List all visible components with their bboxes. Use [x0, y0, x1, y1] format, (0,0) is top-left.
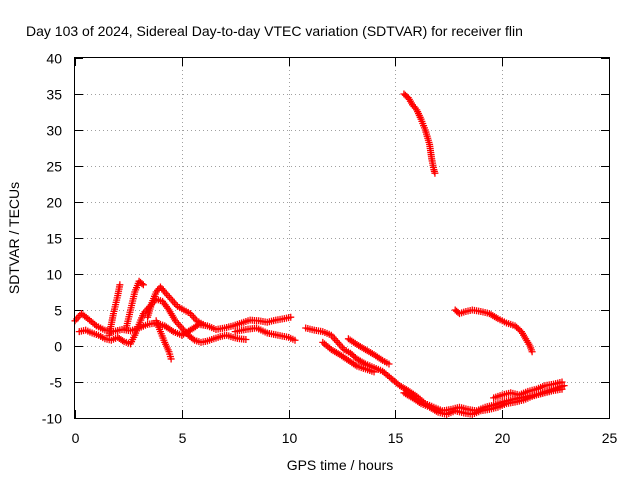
data-point: [287, 313, 295, 321]
series-track-2: [75, 295, 250, 348]
series-track-3: [105, 281, 124, 339]
x-tick-label: 0: [72, 430, 80, 446]
grid: [75, 58, 609, 418]
data-point: [411, 104, 419, 112]
y-tick-label: 20: [46, 195, 62, 211]
y-tick-label: 40: [46, 51, 62, 67]
y-tick-label: 10: [46, 267, 62, 283]
data-point: [385, 360, 393, 368]
y-tick-label: -5: [50, 375, 63, 391]
data-point: [178, 324, 186, 332]
series-track-12: [400, 90, 439, 177]
data-point: [189, 335, 197, 343]
y-axis-ticks: -10 -5 0 5 10 15 20 25 30 35 40: [42, 51, 609, 427]
series-track-10: [344, 335, 393, 368]
y-tick-label: 0: [54, 339, 62, 355]
plot-frame: [74, 57, 610, 419]
x-axis-ticks: 0 5 10 15 20 25: [72, 58, 618, 446]
y-tick-label: 15: [46, 231, 62, 247]
series-track-7: [231, 324, 299, 344]
data-point: [242, 336, 250, 344]
series-track-5: [144, 283, 207, 328]
series-track-9: [319, 338, 378, 376]
data-point: [431, 169, 439, 177]
data-point: [337, 342, 345, 350]
series-track-14: [490, 378, 566, 402]
data-point: [169, 297, 177, 305]
series-track-4: [122, 277, 147, 332]
data-point: [370, 368, 378, 376]
data-point: [116, 281, 124, 289]
data-point: [560, 382, 568, 390]
y-tick-label: 25: [46, 159, 62, 175]
data-point: [558, 378, 566, 386]
y-tick-label: 5: [54, 303, 62, 319]
x-tick-label: 10: [282, 430, 298, 446]
x-tick-label: 25: [602, 430, 618, 446]
data-point: [199, 320, 207, 328]
x-tick-label: 15: [388, 430, 404, 446]
data-point: [138, 280, 146, 288]
data-point: [159, 286, 167, 294]
data-point: [167, 355, 175, 363]
y-tick-label: 30: [46, 123, 62, 139]
y-axis-label: SDTVAR / TECUs: [6, 182, 22, 294]
x-tick-label: 5: [179, 430, 187, 446]
data-point: [139, 281, 147, 289]
data-point: [291, 336, 299, 344]
y-tick-label: -10: [42, 411, 62, 427]
data-points: [71, 90, 568, 418]
data-point: [119, 337, 127, 345]
series-track-6: [152, 317, 175, 363]
x-axis-label: GPS time / hours: [287, 457, 394, 473]
data-point: [528, 348, 536, 356]
y-tick-label: 35: [46, 87, 62, 103]
chart-title: Day 103 of 2024, Sidereal Day-to-day VTE…: [26, 23, 523, 39]
series-track-11: [400, 382, 568, 418]
series-track-13: [451, 306, 536, 356]
x-tick-label: 20: [495, 430, 511, 446]
